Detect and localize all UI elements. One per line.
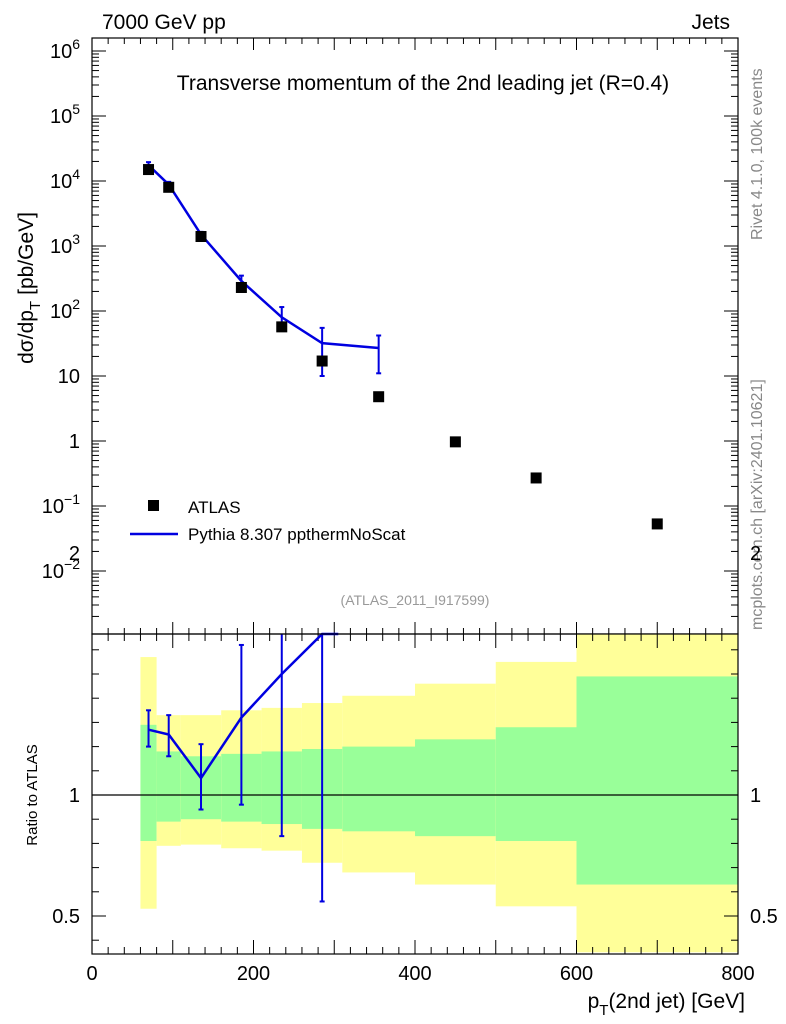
data-point bbox=[449, 436, 461, 448]
main-ticks bbox=[91, 38, 739, 634]
svg-text:dσ/dpT[pb/GeV]: dσ/dpT [pb/GeV] bbox=[15, 212, 44, 364]
analysis-label: (ATLAS_2011_I917599) bbox=[341, 592, 490, 608]
data-point bbox=[530, 472, 542, 484]
legend: ATLAS Pythia 8.307 ppthermNoScat bbox=[130, 498, 406, 544]
x-tick-label: 0 bbox=[86, 963, 97, 985]
side-rivet: Rivet 4.1.0, 100k events bbox=[749, 68, 766, 240]
y-tick-base: 10 bbox=[50, 171, 72, 193]
data-point bbox=[163, 181, 175, 193]
xlabel-rest: (2nd jet) [GeV] bbox=[608, 990, 745, 1013]
header-left: 7000 GeV pp bbox=[102, 11, 226, 34]
x-tick-label: 400 bbox=[398, 963, 431, 985]
data-point bbox=[316, 355, 328, 367]
main-title: Transverse momentum of the 2nd leading j… bbox=[177, 72, 669, 95]
main-series bbox=[143, 161, 663, 530]
main-frame bbox=[91, 37, 739, 635]
ratio-bands bbox=[140, 634, 738, 953]
y-tick-label: 10−1 bbox=[42, 491, 80, 518]
ratio-panel: 0 200 400 600 800 0.5 0.5 1 1 2 2 Ratio to ATLAS p… bbox=[24, 543, 778, 1019]
data-point bbox=[235, 281, 247, 293]
y-tick-base: 10 bbox=[50, 41, 72, 63]
ratio-band-green bbox=[495, 727, 577, 841]
ratio-band-green bbox=[415, 739, 496, 837]
y-tick-exp: 3 bbox=[72, 231, 80, 247]
ratio-series bbox=[146, 632, 339, 903]
y-tick-label: 10−2 bbox=[42, 556, 80, 583]
ratio-band-green bbox=[342, 746, 415, 832]
y-tick-base: 10 bbox=[42, 561, 64, 583]
xlabel-p: p bbox=[588, 990, 600, 1013]
ylabel-main: dσ/dp bbox=[15, 310, 38, 364]
ratio-frame bbox=[91, 633, 739, 955]
y-tick-exp: 6 bbox=[72, 36, 80, 52]
data-point bbox=[143, 164, 155, 176]
ratio-band-green bbox=[140, 724, 157, 841]
y-tick-exp: −2 bbox=[64, 556, 80, 572]
data-point bbox=[373, 391, 385, 403]
ratio-band-green bbox=[576, 676, 738, 885]
legend-label-pythia: Pythia 8.307 ppthermNoScat bbox=[188, 525, 406, 544]
y-tick-label: 2 bbox=[69, 543, 80, 565]
y-tick-label-right: 0.5 bbox=[750, 906, 778, 928]
legend-label-atlas: ATLAS bbox=[188, 498, 241, 517]
y-tick-label-right: 2 bbox=[750, 543, 761, 565]
mc-line bbox=[147, 164, 379, 350]
header-right: Jets bbox=[691, 11, 730, 34]
y-tick-label: 0.5 bbox=[52, 906, 80, 928]
y-tick-exp: 4 bbox=[72, 166, 80, 182]
y-tick-label-right: 1 bbox=[750, 785, 761, 807]
side-mcplots: mcplots.cern.ch [arXiv:2401.10621] bbox=[749, 379, 766, 630]
ratio-ticks: 0 200 400 600 800 0.5 0.5 1 1 2 2 bbox=[52, 543, 778, 985]
ratio-band-green bbox=[156, 751, 181, 822]
ylabel-sub: T bbox=[27, 301, 44, 310]
y-tick-base: 10 bbox=[50, 106, 72, 128]
y-tick-exp: 5 bbox=[72, 101, 80, 117]
data-point bbox=[276, 321, 288, 333]
y-tick-base: 10 bbox=[50, 301, 72, 323]
xlabel-sub: T bbox=[599, 1002, 608, 1019]
data-point bbox=[195, 231, 207, 243]
y-tick-label: 106 bbox=[50, 36, 80, 63]
y-tick-label: 1 bbox=[69, 785, 80, 807]
y-tick-base: 10 bbox=[42, 496, 64, 518]
x-tick-label: 200 bbox=[237, 963, 270, 985]
ratio-y-axis-label: Ratio to ATLAS bbox=[24, 744, 41, 845]
data-point bbox=[651, 518, 663, 530]
y-tick-exp: 2 bbox=[72, 296, 80, 312]
legend-marker-atlas bbox=[148, 500, 159, 511]
ylabel-units: [pb/GeV] bbox=[15, 212, 38, 295]
y-tick-label: 1 bbox=[69, 431, 80, 453]
x-tick-label: 800 bbox=[721, 963, 754, 985]
y-tick-base: 10 bbox=[50, 236, 72, 258]
y-tick-exp: −1 bbox=[64, 491, 80, 507]
x-axis-label: pT(2nd jet) [GeV] bbox=[588, 990, 745, 1019]
y-tick-label: 102 bbox=[50, 296, 80, 323]
y-tick-label: 10 bbox=[58, 366, 80, 388]
y-tick-label: 104 bbox=[50, 166, 80, 193]
y-tick-label: 105 bbox=[50, 101, 80, 128]
main-y-axis-label: dσ/dpT [pb/GeV] bbox=[15, 212, 44, 364]
y-tick-label: 103 bbox=[50, 231, 80, 258]
x-tick-label: 600 bbox=[560, 963, 593, 985]
